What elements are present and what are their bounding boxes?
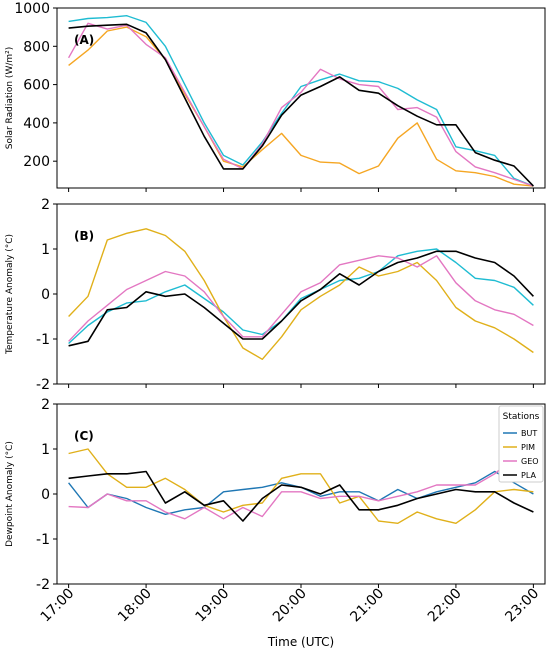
y-axis-label: Dewpoint Anomaly (°C)	[5, 441, 15, 547]
legend-title: Stations	[503, 412, 540, 422]
panel-label: (C)	[74, 429, 94, 443]
y-tick-label: 0	[41, 487, 50, 503]
series-line-geo	[68, 255, 534, 342]
y-tick-label: 2	[41, 397, 50, 413]
y-tick-label: 400	[23, 116, 50, 132]
axes-frame	[56, 203, 546, 385]
y-axis-label: Temperature Anomaly (°C)	[5, 234, 15, 355]
y-axis-label: Solar Radiation (W/m²)	[5, 47, 15, 150]
series-line-pim	[68, 228, 534, 360]
y-tick-label: -2	[36, 577, 50, 593]
y-tick-label: 1	[41, 442, 50, 458]
x-tick-label: 21:00	[347, 586, 387, 626]
series-line-pim	[68, 448, 534, 524]
series-line-but	[68, 248, 534, 345]
x-tick-label: 23:00	[502, 586, 542, 626]
series-group	[68, 228, 534, 360]
x-tick-label: 19:00	[193, 586, 233, 626]
legend-label-pim: PIM	[521, 443, 535, 452]
series-group	[67, 14, 534, 187]
y-tick-label: 600	[23, 78, 50, 94]
y-tick-label: 2	[41, 197, 50, 213]
x-tick-label: 22:00	[425, 586, 465, 626]
series-line-pim	[68, 26, 534, 187]
x-axis-label: Time (UTC)	[267, 635, 334, 649]
y-tick-label: 200	[23, 154, 50, 170]
x-tick-label: 20:00	[270, 586, 310, 626]
legend-label-pla: PLA	[521, 471, 536, 480]
panel-1: 200 400 600 800 1000 Solar Radiation (W/m²) (A…	[5, 1, 546, 192]
series-line-but	[68, 14, 534, 187]
panel-label: (A)	[74, 33, 94, 47]
series-line-pla	[68, 23, 534, 187]
panel-label: (B)	[74, 229, 94, 243]
x-tick-label: 18:00	[115, 586, 155, 626]
y-tick-label: -1	[36, 532, 50, 548]
legend-box	[498, 405, 544, 483]
y-tick-label: 0	[41, 287, 50, 303]
panel-2: -2 -1 0 1 2 Temperature Anomaly (°C) (B)	[5, 197, 546, 393]
legend-label-geo: GEO	[521, 457, 539, 466]
axes-frame	[56, 403, 546, 585]
series-group	[68, 441, 534, 524]
y-tick-label: -2	[36, 377, 50, 393]
y-tick-label: -1	[36, 332, 50, 348]
legend-label-but: BUT	[521, 429, 537, 438]
series-line-pla	[68, 250, 534, 347]
axes-frame	[56, 7, 546, 189]
series-line-pla	[68, 470, 534, 522]
series-line-geo	[68, 441, 534, 520]
y-tick-label: 800	[23, 39, 50, 55]
series-line-geo	[67, 22, 534, 187]
legend: Stations BUT PIM GEO PLA	[498, 405, 544, 483]
y-tick-label: 1	[41, 242, 50, 258]
series-line-but	[68, 470, 534, 515]
y-tick-label: 1000	[14, 1, 50, 17]
